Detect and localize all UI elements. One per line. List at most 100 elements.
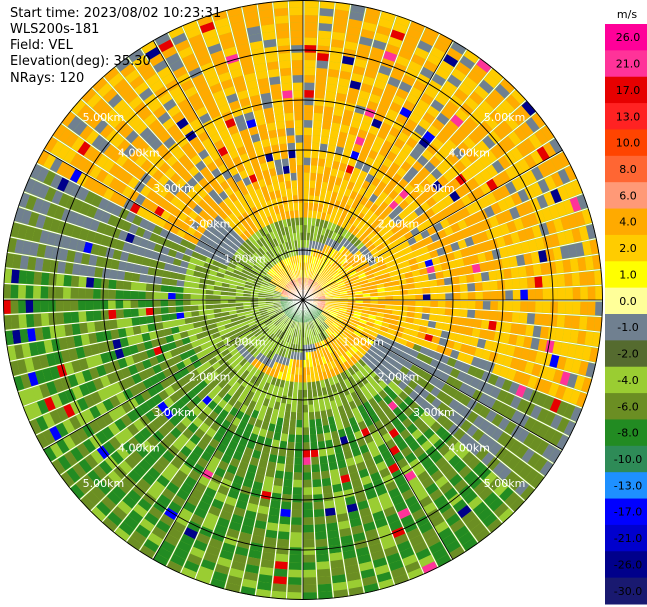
velocity-gate [375,279,384,285]
velocity-gate [31,356,42,371]
velocity-gate [452,147,465,160]
velocity-gate [241,269,250,276]
velocity-gate [343,204,351,214]
velocity-gate [247,247,256,255]
velocity-gate [165,334,175,344]
velocity-gate [290,22,303,31]
velocity-gate [289,15,303,23]
velocity-gate [103,144,117,158]
velocity-gate [253,140,263,150]
velocity-gate [60,349,71,363]
velocity-gate [232,75,245,86]
velocity-gate [252,164,262,174]
velocity-gate [317,37,331,47]
velocity-gate [426,242,436,252]
velocity-gate [64,262,74,275]
velocity-gate [531,166,544,181]
velocity-gate [431,137,444,150]
velocity-gate [389,162,400,173]
velocity-gate [243,111,255,122]
velocity-gate [536,194,549,209]
velocity-gate [362,296,371,300]
velocity-gate [115,57,132,72]
velocity-gate [214,255,223,263]
velocity-gate [42,216,54,231]
velocity-gate [402,100,416,112]
velocity-gate [160,307,169,314]
velocity-gate [272,182,280,192]
velocity-gate [383,50,398,62]
velocity-gate [30,181,43,197]
velocity-gate [291,187,298,196]
velocity-gate [42,258,52,272]
velocity-gate [304,105,314,113]
velocity-gate [495,269,505,280]
velocity-gate [304,37,317,46]
velocity-gate [197,131,210,143]
velocity-gate [18,300,26,314]
velocity-gate [490,145,504,159]
velocity-gate [255,276,263,282]
velocity-gate [257,123,268,134]
velocity-gate [315,180,322,189]
velocity-gate [153,292,161,300]
velocity-gate [291,52,303,61]
velocity-gate [236,309,245,314]
velocity-gate [210,265,219,272]
velocity-gate [153,125,167,138]
velocity-gate [249,270,258,276]
velocity-gate [285,120,294,129]
velocity-gate [484,150,498,164]
velocity-gate [484,205,495,218]
velocity-gate [109,319,118,330]
velocity-gate [169,59,184,72]
velocity-gate [431,203,442,215]
velocity-gate [234,251,243,259]
velocity-gate [225,225,235,235]
velocity-gate [489,89,505,104]
velocity-gate [329,283,338,288]
velocity-gate [263,193,271,202]
velocity-gate [109,269,118,280]
velocity-gate [220,303,229,309]
velocity-gate [295,225,300,233]
velocity-gate [133,181,146,193]
velocity-gate [352,65,366,76]
velocity-gate [374,197,384,207]
velocity-gate [273,221,280,230]
velocity-gate [89,219,100,232]
velocity-gate [284,258,290,266]
velocity-gate [287,249,292,258]
velocity-gate [289,0,303,8]
velocity-gate [217,325,226,332]
velocity-gate [243,193,252,203]
velocity-gate [277,253,283,261]
velocity-gate [320,260,326,268]
velocity-gate [525,265,535,277]
velocity-gate [421,280,430,288]
velocity-gate [570,179,584,196]
velocity-gate [169,85,183,98]
velocity-gate [89,165,102,179]
velocity-gate [234,35,249,46]
velocity-gate [246,79,258,90]
velocity-gate [401,260,410,268]
velocity-gate [161,277,170,286]
velocity-gate [265,114,275,124]
velocity-gate [326,83,337,93]
velocity-gate [360,83,373,94]
velocity-gate [426,105,440,118]
velocity-gate [455,61,471,76]
velocity-gate [345,265,354,272]
velocity-gate [253,55,266,65]
velocity-gate [53,378,65,393]
velocity-gate [557,185,570,201]
velocity-gate [430,232,440,242]
velocity-gate [35,214,47,229]
velocity-gate [349,273,358,279]
velocity-gate [153,59,168,73]
velocity-gate [189,236,200,245]
velocity-gate [420,178,432,190]
velocity-gate [361,286,370,291]
velocity-gate [184,317,193,325]
